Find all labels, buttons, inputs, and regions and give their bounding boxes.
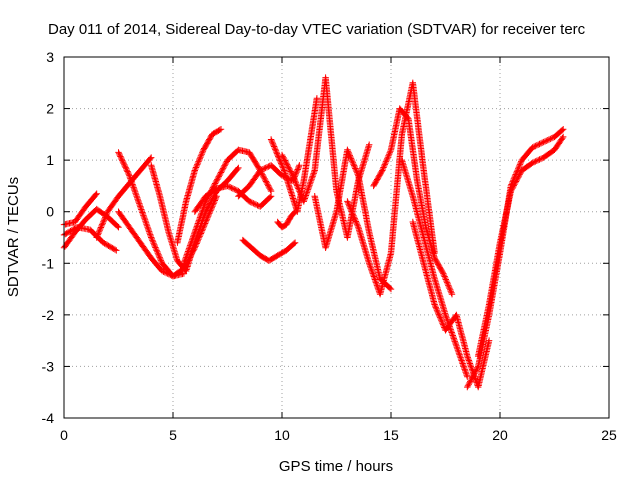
series-track-4	[93, 154, 155, 241]
series-track-14	[274, 208, 299, 231]
x-tick-label: 20	[492, 427, 508, 443]
marker-trail	[174, 126, 225, 246]
marker-trail	[274, 208, 299, 231]
series-track-9	[180, 146, 275, 267]
x-tick-label: 10	[274, 427, 290, 443]
series-track-7	[115, 208, 188, 280]
y-tick-label: 0	[46, 204, 54, 220]
marker-trail	[115, 208, 188, 280]
y-tick-label: -3	[42, 358, 55, 374]
plot-frame	[63, 56, 610, 419]
series-track-19	[398, 156, 471, 380]
y-tick-label: -4	[42, 410, 55, 426]
series-track-17	[344, 79, 438, 298]
marker-trail	[398, 156, 471, 380]
marker-trail	[180, 146, 275, 267]
chart-title: Day 011 of 2014, Sidereal Day-to-day VTE…	[48, 21, 586, 38]
series-track-11	[235, 162, 303, 200]
series-track-8	[174, 126, 225, 246]
marker-trail	[278, 74, 373, 241]
y-tick-label: 2	[46, 101, 54, 117]
series-track-16	[311, 146, 395, 293]
x-tick-label: 15	[383, 427, 399, 443]
marker-trail	[235, 162, 303, 200]
series-track-18	[370, 105, 456, 298]
x-tick-label: 25	[601, 427, 617, 443]
marker-trail	[344, 79, 438, 298]
series-track-20	[409, 218, 493, 391]
y-axis-label: SDTVAR / TECUs	[5, 177, 22, 297]
x-tick-label: 5	[169, 427, 177, 443]
series-track-13	[267, 95, 321, 215]
marker-trail	[93, 154, 155, 241]
marker-trail	[239, 236, 299, 264]
y-tick-label: -1	[42, 255, 55, 271]
x-axis-label: GPS time / hours	[279, 458, 393, 475]
y-tick-label: 1	[46, 152, 54, 168]
axis-ticks: 0 5 10 15 20 25 -4 -3 -2 -1 0 1 2 3	[42, 49, 617, 443]
marker-trail	[409, 218, 493, 391]
series-track-5	[115, 149, 220, 280]
y-tick-label: -2	[42, 307, 55, 323]
data-points	[60, 74, 567, 391]
marker-trail	[311, 146, 395, 293]
x-tick-label: 0	[60, 427, 68, 443]
marker-trail	[267, 95, 321, 215]
marker-trail	[115, 149, 220, 280]
marker-trail	[370, 105, 456, 298]
grid	[64, 57, 609, 418]
series-track-10	[191, 182, 275, 215]
y-tick-label: 3	[46, 49, 54, 65]
marker-trail	[191, 182, 275, 215]
series-track-22	[475, 133, 567, 360]
marker-trail	[475, 133, 567, 360]
series-track-12	[239, 236, 299, 264]
series-track-15	[278, 74, 373, 241]
